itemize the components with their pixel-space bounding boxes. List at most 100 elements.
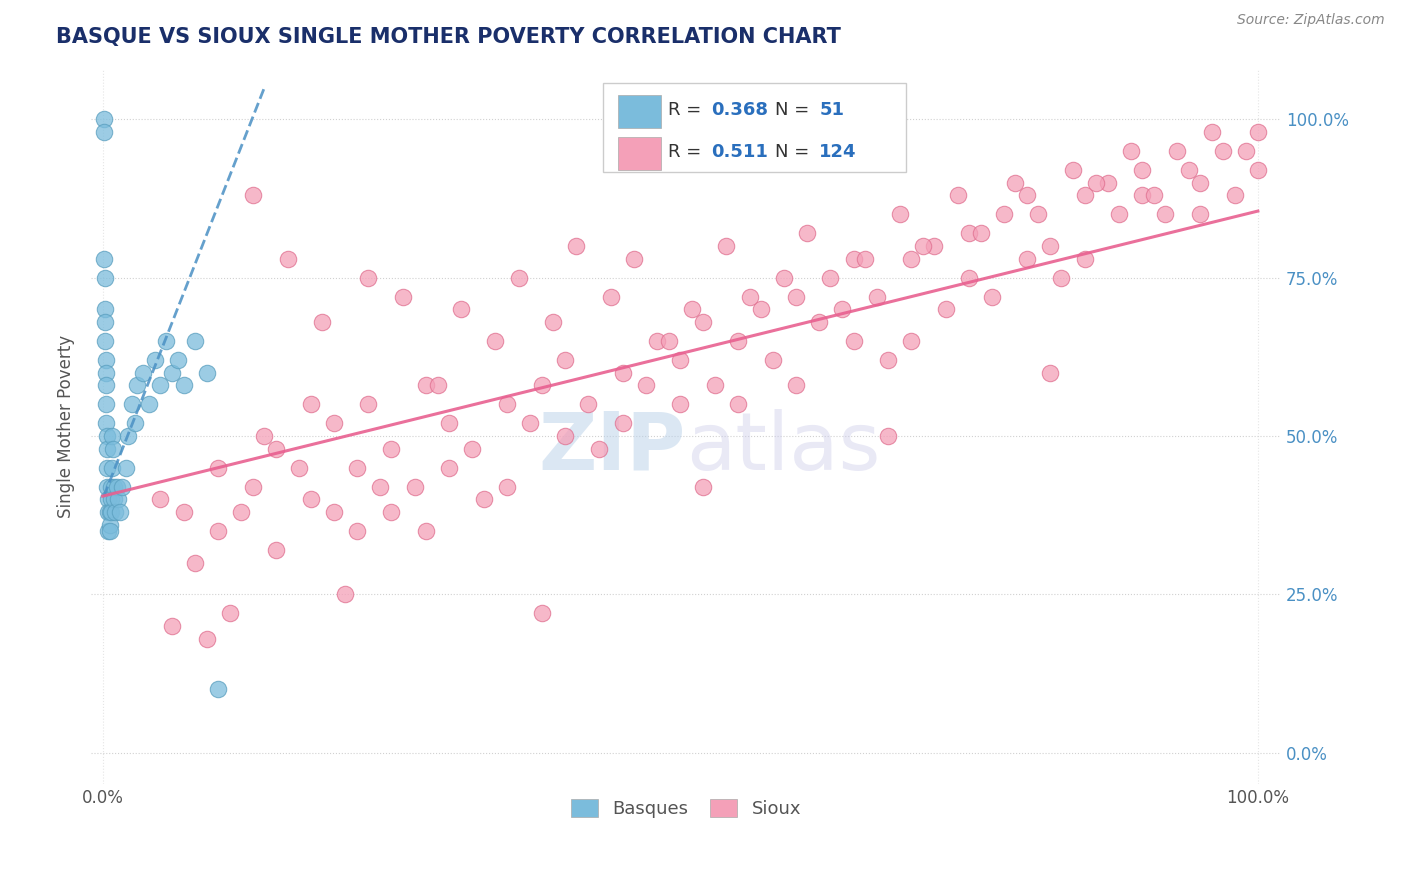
Point xyxy=(173,378,195,392)
Point xyxy=(1130,162,1153,177)
Point xyxy=(1015,188,1038,202)
Point xyxy=(160,619,183,633)
Point xyxy=(322,417,344,431)
Point xyxy=(253,429,276,443)
Point xyxy=(1143,188,1166,202)
Point xyxy=(807,315,830,329)
Point xyxy=(288,460,311,475)
Point xyxy=(299,492,322,507)
Point xyxy=(900,334,922,348)
Point xyxy=(1247,162,1270,177)
Point xyxy=(692,315,714,329)
Point xyxy=(96,429,118,443)
Point xyxy=(160,366,183,380)
Point xyxy=(1073,252,1095,266)
Point xyxy=(1015,252,1038,266)
Point xyxy=(103,492,125,507)
Point xyxy=(969,226,991,240)
Point xyxy=(103,480,125,494)
Point xyxy=(173,505,195,519)
Point xyxy=(600,290,623,304)
Point xyxy=(1212,144,1234,158)
Point xyxy=(796,226,818,240)
Point xyxy=(1223,188,1246,202)
Point xyxy=(716,239,738,253)
Point xyxy=(138,397,160,411)
Point xyxy=(100,492,122,507)
Point xyxy=(242,480,264,494)
Point xyxy=(773,270,796,285)
Point xyxy=(311,315,333,329)
Point xyxy=(541,315,564,329)
Point xyxy=(738,290,761,304)
Point xyxy=(866,290,889,304)
Point xyxy=(98,505,121,519)
Point xyxy=(98,524,121,538)
Point xyxy=(623,252,645,266)
Point xyxy=(101,460,124,475)
Point xyxy=(1130,188,1153,202)
Point xyxy=(1154,207,1177,221)
Point xyxy=(1234,144,1257,158)
Point xyxy=(658,334,681,348)
Point xyxy=(299,397,322,411)
Point xyxy=(461,442,484,456)
Point xyxy=(1097,176,1119,190)
Point xyxy=(264,442,287,456)
Point xyxy=(508,270,530,285)
Point xyxy=(117,429,139,443)
Point xyxy=(762,353,785,368)
Point xyxy=(207,682,229,697)
Text: 51: 51 xyxy=(820,101,845,119)
Point xyxy=(1028,207,1050,221)
Point xyxy=(108,505,131,519)
Point xyxy=(924,239,946,253)
Point xyxy=(484,334,506,348)
Point xyxy=(404,480,426,494)
Point xyxy=(96,480,118,494)
Point xyxy=(889,207,911,221)
Point xyxy=(346,460,368,475)
Point xyxy=(439,460,461,475)
Point xyxy=(100,480,122,494)
Point xyxy=(957,226,980,240)
Point xyxy=(277,252,299,266)
Point xyxy=(380,442,402,456)
Point xyxy=(530,378,553,392)
Point xyxy=(681,302,703,317)
Text: N =: N = xyxy=(775,101,815,119)
Point xyxy=(853,252,876,266)
Point xyxy=(1247,125,1270,139)
Point xyxy=(98,517,121,532)
FancyBboxPatch shape xyxy=(619,95,661,128)
Point xyxy=(530,607,553,621)
Text: ZIP: ZIP xyxy=(538,409,686,487)
Point xyxy=(911,239,934,253)
Point xyxy=(231,505,253,519)
Point xyxy=(93,125,115,139)
Point xyxy=(357,270,380,285)
Point xyxy=(93,112,115,127)
Point xyxy=(93,252,115,266)
Point xyxy=(96,378,118,392)
Point xyxy=(97,505,120,519)
Point xyxy=(155,334,177,348)
Point xyxy=(94,315,117,329)
Point xyxy=(1062,162,1084,177)
FancyBboxPatch shape xyxy=(619,136,661,169)
Point xyxy=(831,302,853,317)
Point xyxy=(900,252,922,266)
Point xyxy=(242,188,264,202)
Point xyxy=(149,378,172,392)
Point xyxy=(101,429,124,443)
Point xyxy=(842,252,865,266)
Text: BASQUE VS SIOUX SINGLE MOTHER POVERTY CORRELATION CHART: BASQUE VS SIOUX SINGLE MOTHER POVERTY CO… xyxy=(56,27,841,46)
Point xyxy=(634,378,657,392)
Point xyxy=(426,378,449,392)
Text: Source: ZipAtlas.com: Source: ZipAtlas.com xyxy=(1237,13,1385,28)
Point xyxy=(97,524,120,538)
Point xyxy=(184,556,207,570)
Point xyxy=(1166,144,1188,158)
Point xyxy=(94,270,117,285)
Point xyxy=(357,397,380,411)
